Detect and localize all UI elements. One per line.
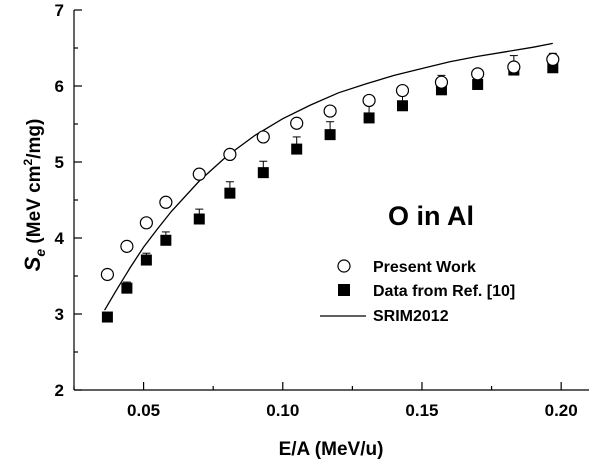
ref10-point — [160, 234, 172, 246]
y-axis-title-subscript: e — [32, 249, 48, 257]
legend-label-present-work: Present Work — [373, 259, 476, 276]
legend-marker-ref10 — [338, 284, 350, 296]
legend-label-srim: SRIM2012 — [373, 308, 449, 325]
y-axis-title-symbol: S — [20, 256, 45, 271]
ref10-point — [472, 78, 484, 90]
data-series — [100, 42, 560, 323]
x-axis-title: E/A (MeV/u) — [279, 439, 384, 460]
x-tick-label: 0.15 — [405, 401, 438, 420]
present-work-point — [290, 116, 304, 130]
legend: Present Work Data from Ref. [10] SRIM201… — [320, 259, 515, 325]
ref10-point — [121, 282, 133, 294]
present-work-point — [471, 67, 485, 81]
present-work-point — [100, 267, 115, 282]
axis-tick-labels: 0.05 0.10 0.15 0.20 2 3 4 5 6 7 — [55, 1, 578, 420]
x-tick-label: 0.20 — [545, 401, 578, 420]
y-tick-label: 5 — [55, 153, 64, 172]
present-work-point — [362, 93, 376, 108]
present-work-point — [139, 216, 153, 230]
legend-marker-present-work — [337, 259, 351, 273]
srim2012-line — [104, 42, 553, 311]
present-work-point — [223, 147, 237, 161]
x-tick-label: 0.05 — [127, 401, 160, 420]
ref10-point — [193, 213, 205, 225]
y-tick-label: 7 — [55, 1, 64, 20]
present-work-point — [546, 52, 560, 67]
y-axis-title: Se (MeV cm2/mg) — [20, 119, 48, 272]
y-axis-title-unit: (MeV cm — [24, 165, 45, 248]
ref10-point — [257, 167, 269, 179]
axis-ticks — [73, 9, 562, 391]
legend-label-ref10: Data from Ref. [10] — [373, 283, 515, 300]
ref10-point — [435, 84, 447, 96]
present-work-point — [507, 60, 521, 74]
present-work-point — [159, 195, 173, 209]
ref10-point — [396, 100, 408, 112]
ref10-point — [291, 143, 303, 155]
x-tick-label: 0.10 — [266, 401, 299, 420]
present-work-point — [120, 239, 134, 253]
present-work-point — [434, 75, 449, 89]
present-work-point — [323, 104, 337, 118]
ref10-point — [324, 129, 336, 141]
y-tick-label: 2 — [55, 381, 64, 400]
ref10-point — [140, 254, 152, 266]
y-tick-label: 6 — [55, 77, 64, 96]
y-axis-title-unit-end: /mg) — [24, 119, 45, 159]
ref10-point — [224, 187, 236, 199]
present-work-point — [192, 167, 206, 181]
ref10-point — [363, 112, 375, 124]
chart-annotation: O in Al — [388, 201, 474, 231]
y-axis-title-superscript: 2 — [21, 158, 35, 165]
present-work-point — [395, 83, 410, 98]
ref10-point — [101, 311, 113, 323]
ref10-point — [547, 62, 559, 74]
y-tick-label: 4 — [55, 229, 65, 248]
y-tick-label: 3 — [55, 305, 64, 324]
present-work-point — [256, 130, 270, 144]
